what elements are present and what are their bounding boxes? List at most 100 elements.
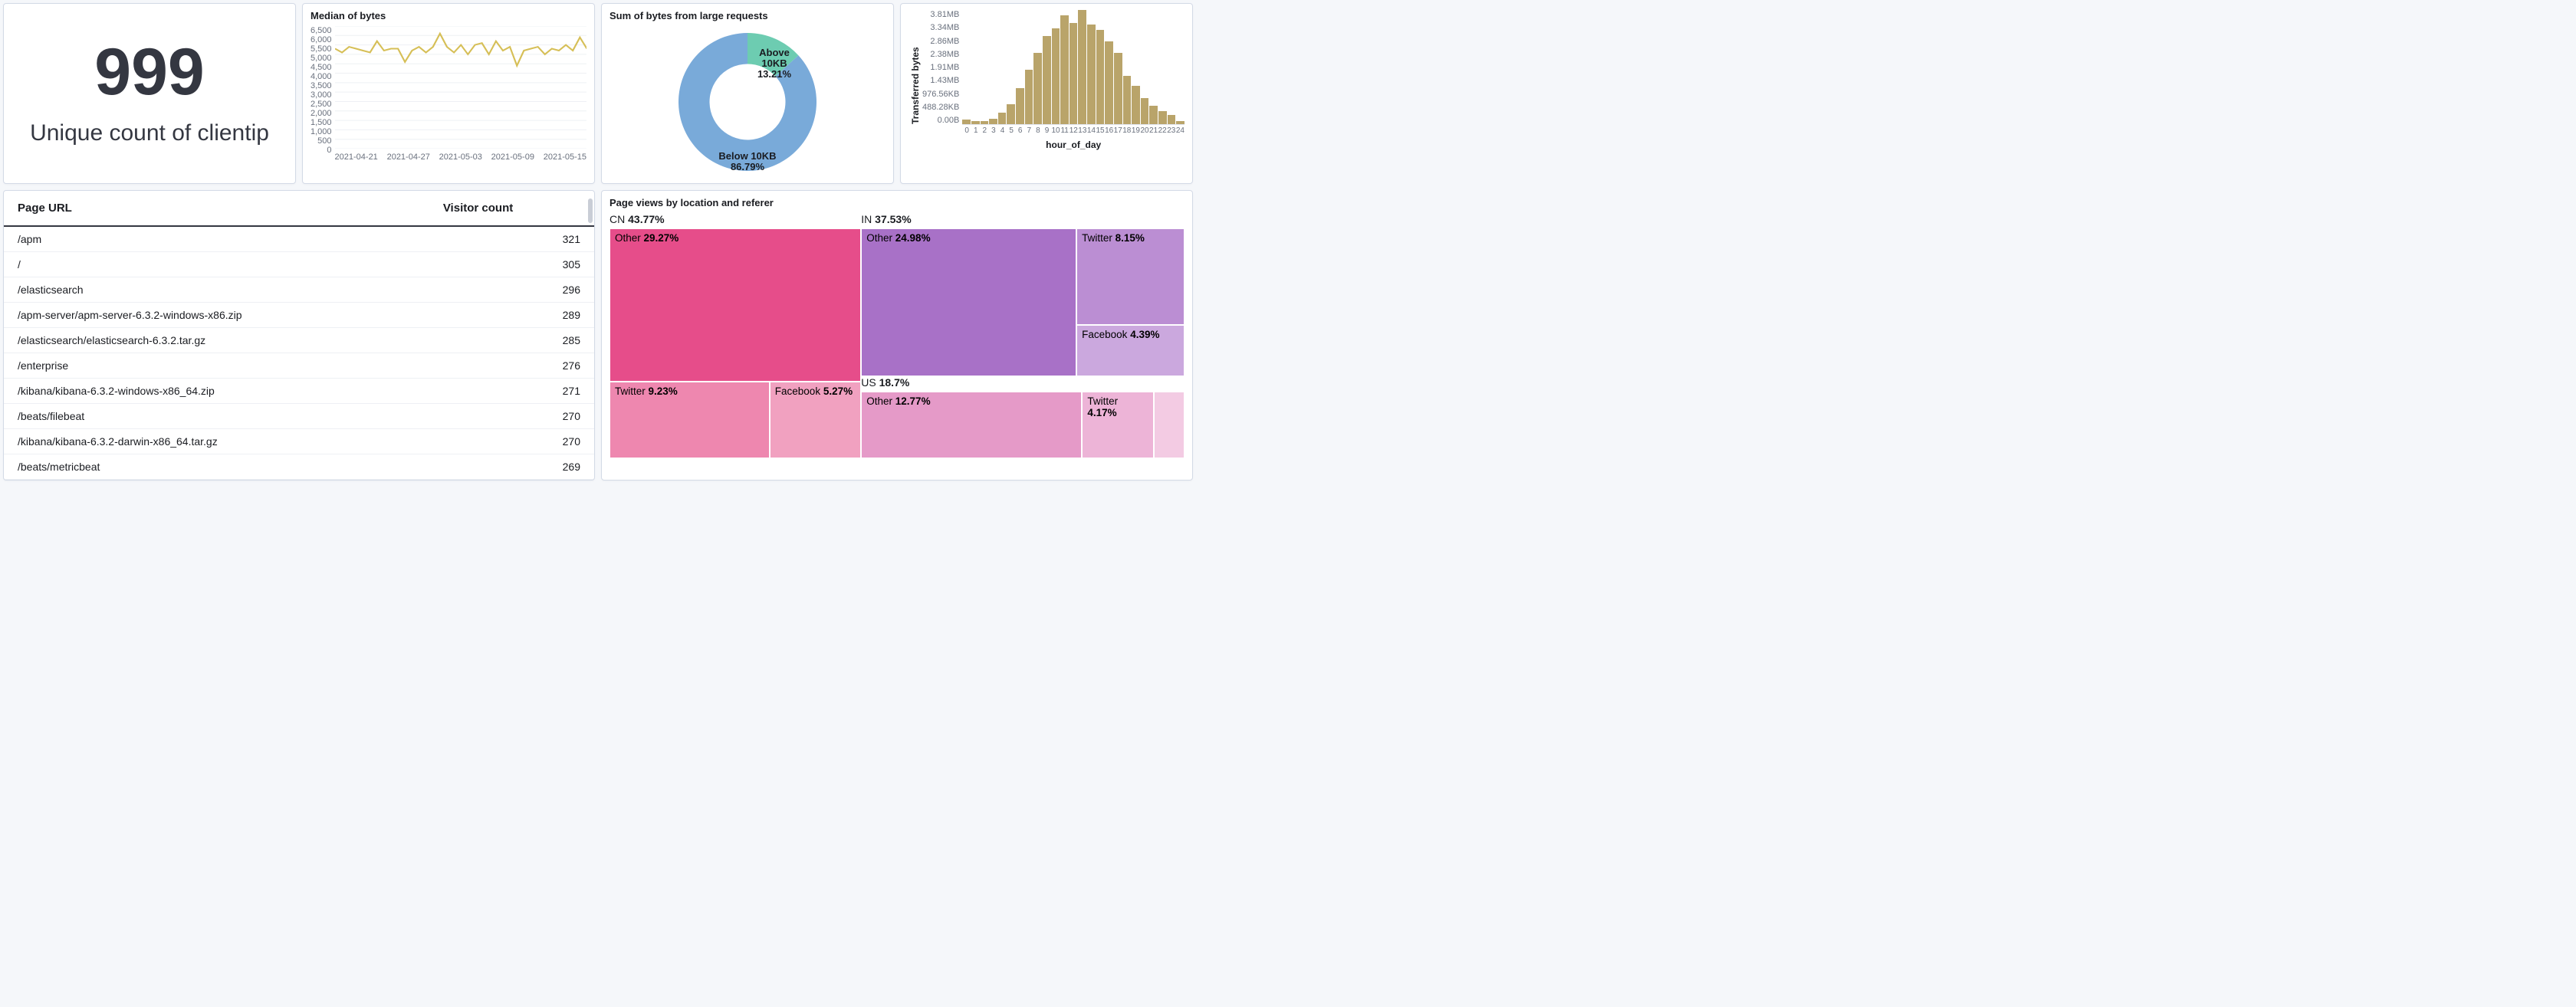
treemap-cell[interactable]: Facebook 4.39% — [1076, 325, 1184, 377]
hist-ytick: 2.38MB — [930, 50, 959, 59]
histogram-bar[interactable] — [1060, 15, 1069, 124]
line-ytick: 6,500 — [310, 26, 332, 35]
treemap-cell[interactable]: Twitter 4.17% — [1082, 392, 1154, 458]
treemap-cell[interactable]: Other 24.98% — [861, 228, 1076, 376]
table-row[interactable]: /elasticsearch/elasticsearch-6.3.2.tar.g… — [4, 328, 594, 353]
histogram-bar[interactable] — [1043, 36, 1051, 124]
donut-slice-label: Below 10KB86.79% — [718, 150, 776, 172]
histogram-bar[interactable] — [1114, 53, 1122, 124]
hist-ytick: 3.81MB — [930, 10, 959, 19]
hist-ytick: 1.43MB — [930, 76, 959, 85]
donut-svg: Above10KB13.21% Below 10KB86.79% — [667, 25, 828, 179]
line-ytick: 4,000 — [310, 72, 332, 81]
cell-page-url: /kibana/kibana-6.3.2-darwin-x86_64.tar.g… — [4, 429, 429, 454]
histogram-bar[interactable] — [1168, 115, 1176, 124]
histogram-bar[interactable] — [1141, 98, 1149, 124]
histogram-y-ticks: 3.81MB3.34MB2.86MB2.38MB1.91MB1.43MB976.… — [922, 10, 962, 125]
scrollbar-thumb[interactable] — [588, 198, 593, 223]
histogram-body: Transferred bytes 3.81MB3.34MB2.86MB2.38… — [909, 10, 1184, 162]
table-row[interactable]: /kibana/kibana-6.3.2-windows-x86_64.zip2… — [4, 379, 594, 404]
table-row[interactable]: /beats/filebeat270 — [4, 404, 594, 429]
histogram-panel[interactable]: Transferred bytes 3.81MB3.34MB2.86MB2.38… — [900, 3, 1193, 184]
histogram-bar[interactable] — [989, 119, 997, 124]
table-row[interactable]: /apm321 — [4, 226, 594, 252]
histogram-bar[interactable] — [1105, 41, 1113, 124]
hist-ytick: 976.56KB — [922, 90, 959, 99]
line-chart-body: 6,5006,0005,5005,0004,5004,0003,5003,000… — [310, 26, 586, 178]
hist-xtick: 7 — [1024, 126, 1033, 135]
cell-page-url: /apm — [4, 226, 429, 252]
histogram-bar[interactable] — [1123, 76, 1132, 124]
treemap-cell[interactable]: Other 29.27% — [610, 228, 861, 382]
histogram-bar[interactable] — [1007, 104, 1015, 124]
histogram-bar[interactable] — [998, 113, 1007, 124]
donut-wrap: Above10KB13.21% Below 10KB86.79% — [610, 26, 886, 178]
treemap-cell[interactable] — [1154, 392, 1184, 458]
histogram-bar[interactable] — [1149, 106, 1158, 124]
treemap-cell[interactable]: Other 12.77% — [861, 392, 1082, 458]
table-row[interactable]: /apm-server/apm-server-6.3.2-windows-x86… — [4, 303, 594, 328]
dashboard-grid: 999 Unique count of clientip Median of b… — [0, 0, 1196, 484]
treemap-cell[interactable]: Twitter 9.23% — [610, 382, 770, 458]
hist-xtick: 24 — [1176, 126, 1185, 135]
treemap-title: Page views by location and referer — [610, 197, 1184, 208]
line-ytick: 2,000 — [310, 109, 332, 118]
table-row[interactable]: /kibana/kibana-6.3.2-darwin-x86_64.tar.g… — [4, 429, 594, 454]
treemap-cell[interactable]: Facebook 5.27% — [770, 382, 861, 458]
histogram-bar[interactable] — [1070, 23, 1078, 124]
hist-xtick: 3 — [989, 126, 998, 135]
histogram-bar[interactable] — [1016, 88, 1024, 124]
histogram-bar[interactable] — [1132, 86, 1140, 124]
donut-slice-label: Above10KB13.21% — [757, 47, 792, 80]
cell-page-url: /beats/metricbeat — [4, 454, 429, 480]
cell-visitor-count: 271 — [429, 379, 594, 404]
histogram-bar[interactable] — [971, 121, 980, 124]
histogram-bar[interactable] — [1087, 25, 1096, 124]
cell-visitor-count: 269 — [429, 454, 594, 480]
metric-value: 999 — [94, 39, 205, 105]
treemap-group-label: IN 37.53% — [861, 213, 1184, 228]
histogram-bar[interactable] — [962, 120, 971, 124]
histogram-bar[interactable] — [1078, 10, 1086, 124]
table-row[interactable]: /enterprise276 — [4, 353, 594, 379]
histogram-bar[interactable] — [1033, 53, 1042, 124]
table-row[interactable]: /elasticsearch296 — [4, 277, 594, 303]
line-ytick: 500 — [317, 136, 331, 146]
treemap-panel[interactable]: Page views by location and referer CN 43… — [601, 190, 1193, 481]
line-ytick: 5,500 — [310, 44, 332, 54]
treemap-group-label: US 18.7% — [861, 376, 1184, 392]
histogram-bar[interactable] — [1025, 70, 1033, 124]
line-ytick: 4,500 — [310, 63, 332, 72]
line-ytick: 0 — [327, 146, 331, 155]
donut-title: Sum of bytes from large requests — [610, 10, 886, 21]
hist-xtick: 0 — [962, 126, 971, 135]
cell-page-url: /elasticsearch — [4, 277, 429, 303]
hist-xtick: 16 — [1105, 126, 1114, 135]
table-panel[interactable]: Page URL Visitor count /apm321/305/elast… — [3, 190, 595, 481]
histogram-bar[interactable] — [1158, 111, 1167, 124]
cell-page-url: /enterprise — [4, 353, 429, 379]
cell-visitor-count: 285 — [429, 328, 594, 353]
treemap-cell[interactable]: Twitter 8.15% — [1076, 228, 1184, 325]
histogram-bar[interactable] — [981, 121, 989, 124]
col-visitor-count[interactable]: Visitor count — [429, 191, 594, 226]
histogram-bar[interactable] — [1096, 30, 1105, 124]
histogram-bar[interactable] — [1176, 121, 1184, 124]
hist-xtick: 20 — [1140, 126, 1149, 135]
metric-panel[interactable]: 999 Unique count of clientip — [3, 3, 296, 184]
donut-panel[interactable]: Sum of bytes from large requests Above10… — [601, 3, 894, 184]
line-ytick: 1,000 — [310, 127, 332, 136]
histogram-bar[interactable] — [1052, 28, 1060, 124]
col-page-url[interactable]: Page URL — [4, 191, 429, 226]
hist-xtick: 14 — [1087, 126, 1096, 135]
line-chart-panel[interactable]: Median of bytes 6,5006,0005,5005,0004,50… — [302, 3, 595, 184]
hist-xtick: 10 — [1051, 126, 1060, 135]
hist-ytick: 3.34MB — [930, 23, 959, 32]
line-ytick: 2,500 — [310, 100, 332, 109]
hist-xtick: 12 — [1069, 126, 1078, 135]
cell-page-url: /beats/filebeat — [4, 404, 429, 429]
table-row[interactable]: /beats/metricbeat269 — [4, 454, 594, 480]
table-row[interactable]: /305 — [4, 252, 594, 277]
cell-visitor-count: 305 — [429, 252, 594, 277]
cell-visitor-count: 289 — [429, 303, 594, 328]
